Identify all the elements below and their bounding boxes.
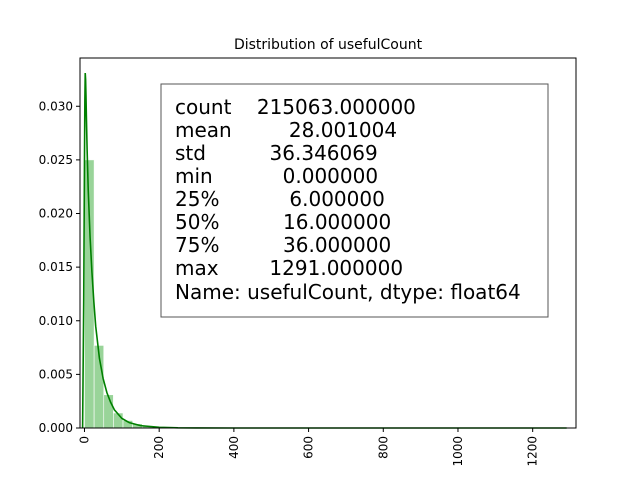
stats-line-std: std 36.346069	[175, 141, 378, 165]
stats-line-name: Name: usefulCount, dtype: float64	[175, 280, 521, 304]
stats-line-75: 75% 36.000000	[175, 233, 391, 257]
stats-line-max: max 1291.000000	[175, 256, 403, 280]
x-tick-label: 1200	[526, 436, 540, 467]
stats-line-min: min 0.000000	[175, 164, 378, 188]
x-tick-label: 800	[376, 436, 390, 459]
stats-line-mean: mean 28.001004	[175, 118, 397, 142]
stats-line-25: 25% 6.000000	[175, 187, 385, 211]
x-tick-label: 400	[227, 436, 241, 459]
stats-line-50: 50% 16.000000	[175, 210, 391, 234]
x-tick-label: 600	[302, 436, 316, 459]
y-axis: 0.000 0.005 0.010 0.015 0.020 0.025 0.030	[39, 99, 80, 435]
histogram-bar	[103, 394, 114, 429]
x-tick-label: 200	[152, 436, 166, 459]
y-tick-label: 0.025	[39, 153, 73, 167]
y-tick-label: 0.010	[39, 314, 73, 328]
y-tick-label: 0.015	[39, 260, 73, 274]
y-tick-label: 0.020	[39, 207, 73, 221]
x-tick-label: 1000	[451, 436, 465, 467]
stats-line-count: count 215063.000000	[175, 95, 416, 119]
plot-frame	[79, 57, 577, 429]
chart-title: Distribution of usefulCount	[234, 37, 423, 53]
x-axis: 0 200 400 600 800 1000 1200	[77, 428, 540, 467]
y-tick-label: 0.005	[39, 367, 73, 381]
x-tick-label: 0	[77, 436, 91, 444]
y-tick-label: 0.000	[39, 421, 73, 435]
y-tick-label: 0.030	[39, 99, 73, 113]
stats-box: count 215063.000000 mean 28.001004 std 3…	[160, 83, 549, 318]
stats-box-frame	[160, 83, 549, 318]
